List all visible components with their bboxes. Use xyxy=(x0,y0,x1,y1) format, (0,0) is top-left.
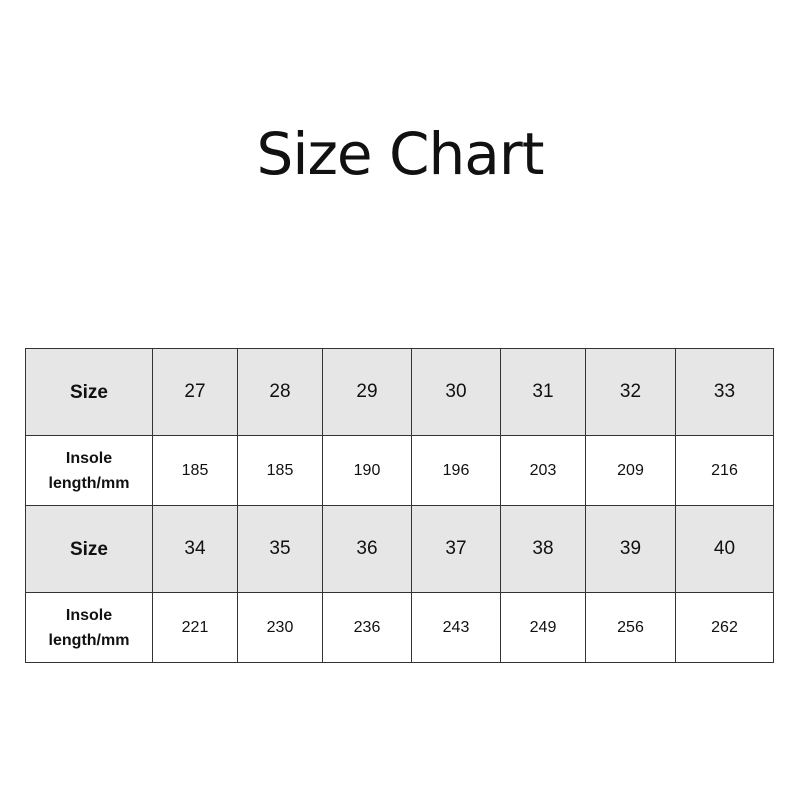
table-cell: 30 xyxy=(411,348,501,436)
table-cell: 185 xyxy=(237,435,323,506)
table-cell: 249 xyxy=(500,592,586,663)
table-cell: 209 xyxy=(585,435,676,506)
table-cell: 28 xyxy=(237,348,323,436)
insole-length-row: Insole length/mm 221 230 236 243 249 256 262 xyxy=(25,592,774,663)
size-row: Size 34 35 36 37 38 39 40 xyxy=(25,505,774,593)
row-header: Size xyxy=(25,348,153,436)
table-cell: 40 xyxy=(675,505,774,593)
table-cell: 236 xyxy=(322,592,412,663)
table-cell: 27 xyxy=(152,348,238,436)
page-title: Size Chart xyxy=(256,120,545,188)
table-cell: 216 xyxy=(675,435,774,506)
table-cell: 31 xyxy=(500,348,586,436)
table-cell: 262 xyxy=(675,592,774,663)
table-cell: 37 xyxy=(411,505,501,593)
table-cell: 243 xyxy=(411,592,501,663)
row-header: Insole length/mm xyxy=(25,435,153,506)
table-cell: 190 xyxy=(322,435,412,506)
table-cell: 230 xyxy=(237,592,323,663)
size-row: Size 27 28 29 30 31 32 33 xyxy=(25,348,774,436)
table-cell: 33 xyxy=(675,348,774,436)
table-cell: 196 xyxy=(411,435,501,506)
table-cell: 256 xyxy=(585,592,676,663)
table-cell: 35 xyxy=(237,505,323,593)
table-cell: 221 xyxy=(152,592,238,663)
row-header: Size xyxy=(25,505,153,593)
table-cell: 38 xyxy=(500,505,586,593)
table-cell: 34 xyxy=(152,505,238,593)
row-header: Insole length/mm xyxy=(25,592,153,663)
table-cell: 185 xyxy=(152,435,238,506)
insole-length-row: Insole length/mm 185 185 190 196 203 209 216 xyxy=(25,435,774,506)
size-chart-table: Size 27 28 29 30 31 32 33 Insole length/mm 185 185… xyxy=(25,348,774,663)
table-cell: 32 xyxy=(585,348,676,436)
table-cell: 36 xyxy=(322,505,412,593)
table-cell: 29 xyxy=(322,348,412,436)
table-cell: 203 xyxy=(500,435,586,506)
table-cell: 39 xyxy=(585,505,676,593)
